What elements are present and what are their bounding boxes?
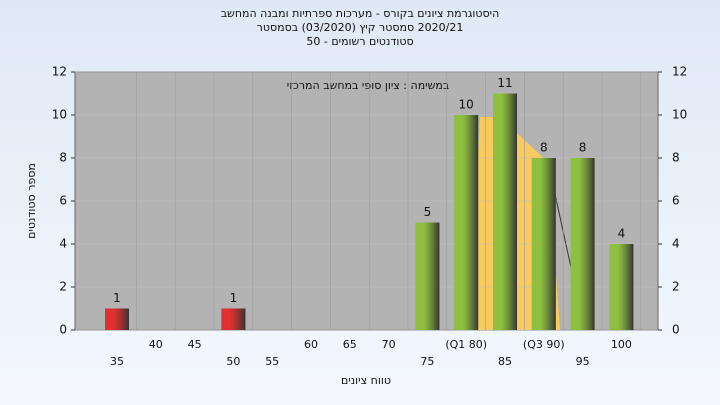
x-tick-label: 60 [304, 338, 318, 351]
x-tick-label: (Q3 90) [523, 338, 565, 351]
x-axis-label: טווח ציונים [341, 374, 391, 387]
x-tick-label: 70 [382, 338, 396, 351]
y-axis-label: מספר סטודנטים [25, 163, 38, 239]
y-tick-label: 12 [52, 65, 67, 79]
annotation: במשימה : ציון סופי במחשב המרכזי [287, 79, 450, 92]
y-tick-label: 0 [59, 323, 67, 337]
y2-tick-label: 10 [672, 108, 687, 122]
bar [415, 222, 440, 330]
y2-tick-label: 8 [672, 151, 680, 165]
y-tick-label: 10 [52, 108, 67, 122]
bar [570, 158, 595, 330]
x-tick-label: 35 [110, 355, 124, 368]
title-line: היסטוגרמת ציונים בקורס - מערכות ספרתיות … [221, 7, 500, 20]
bar [531, 158, 556, 330]
value-label: 1 [230, 291, 238, 305]
y2-tick-label: 12 [672, 65, 687, 79]
y-tick-label: 8 [59, 151, 67, 165]
x-tick-label: 55 [265, 355, 279, 368]
x-tick-label: 40 [149, 338, 163, 351]
y2-tick-label: 6 [672, 194, 680, 208]
x-tick-label: (Q1 80) [445, 338, 487, 351]
y2-tick-label: 2 [672, 280, 680, 294]
bar [493, 93, 517, 330]
y-tick-label: 2 [59, 280, 67, 294]
y-tick-label: 6 [59, 194, 67, 208]
bar [609, 244, 634, 330]
x-tick-label: 100 [611, 338, 632, 351]
y-tick-label: 4 [59, 237, 67, 251]
y2-tick-label: 4 [672, 237, 680, 251]
y2-tick-label: 0 [672, 323, 680, 337]
trend-line [552, 184, 573, 273]
x-tick-label: 95 [576, 355, 590, 368]
value-label: 8 [540, 141, 548, 155]
x-tick-label: 85 [498, 355, 512, 368]
x-tick-label: 75 [420, 355, 434, 368]
value-label: 10 [459, 98, 474, 112]
value-label: 4 [618, 227, 626, 241]
bar [454, 115, 479, 330]
title-line: 2020/21 סמסטר קיץ (03/2020) בסמסטר [257, 21, 464, 34]
value-label: 1 [113, 291, 121, 305]
x-tick-label: 65 [343, 338, 357, 351]
x-tick-label: 50 [226, 355, 240, 368]
bar [105, 308, 129, 330]
x-tick-label: 45 [188, 338, 202, 351]
value-label: 11 [497, 76, 512, 90]
value-label: 5 [424, 205, 432, 219]
title-line: סטודנטים רשומים - 50 [306, 35, 413, 48]
value-label: 8 [579, 141, 587, 155]
bar [221, 308, 246, 330]
